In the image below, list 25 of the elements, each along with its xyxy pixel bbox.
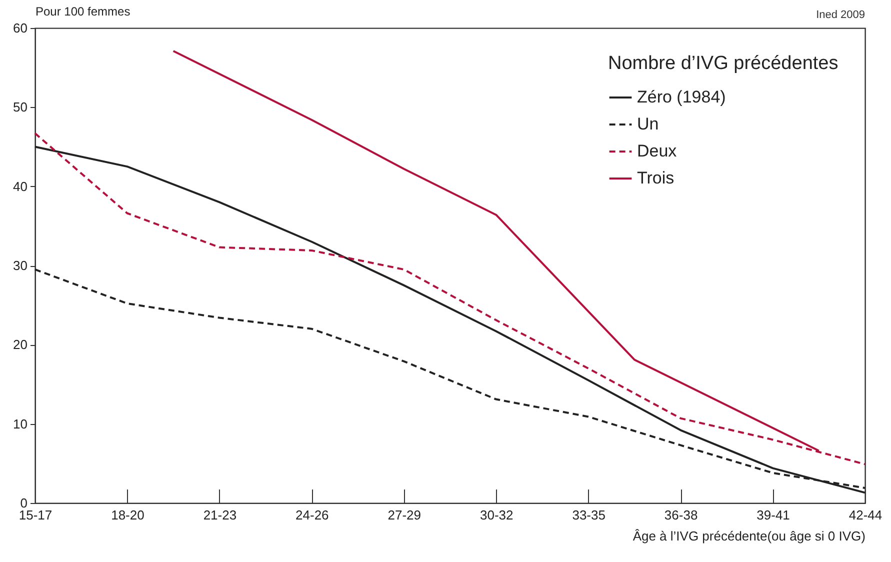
y-tick-label: 0 [20, 496, 28, 510]
x-tick-label: 24-26 [296, 508, 329, 522]
text: Ined 2009 [816, 9, 865, 21]
y-tick-label: 20 [13, 337, 28, 352]
x-axis-title: Âge à l’IVG précédente(ou âge si 0 IVG) [632, 528, 866, 544]
y-tick-label: 60 [13, 20, 28, 36]
legend-label: Trois [637, 168, 674, 188]
x-tick-label: 36-38 [664, 508, 698, 522]
x-tick-label: 18-20 [111, 508, 144, 522]
y-tick-label: 10 [13, 416, 28, 432]
x-tick-label: 33-35 [572, 508, 606, 522]
legend-label: Deux [637, 142, 678, 160]
x-tick-label: 15-17 [18, 508, 52, 522]
y-tick-label: 40 [13, 178, 28, 194]
y-tick-label: 50 [13, 100, 28, 115]
x-tick-label: 30-32 [480, 508, 514, 522]
x-tick-label: 42-44 [848, 508, 882, 522]
x-tick-label: 39-41 [756, 508, 790, 522]
x-tick-label: 21-23 [203, 508, 237, 522]
y-tick-label: 30 [13, 258, 28, 273]
legend-label: Un [637, 114, 659, 134]
legend-label: Zéro (1984) [637, 88, 726, 106]
y-axis-title: Pour 100 femmes [36, 4, 130, 18]
x-tick-label: 27-29 [388, 508, 422, 522]
legend-title: Nombre d’IVG précédentes [608, 53, 838, 74]
